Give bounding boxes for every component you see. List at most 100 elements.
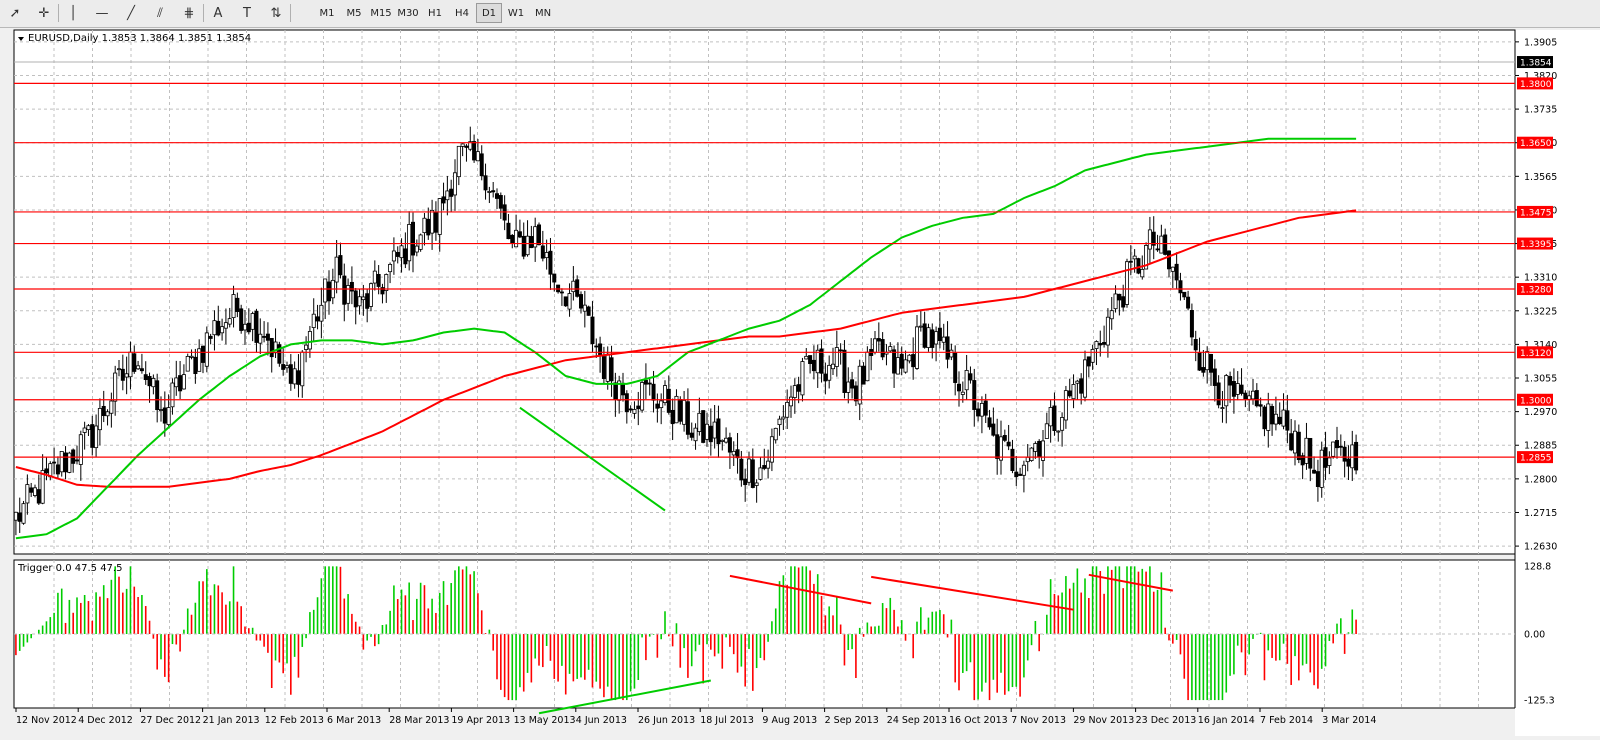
candle-body — [284, 365, 289, 369]
timeframe-m1-button[interactable]: M1 — [319, 7, 335, 19]
candle-body — [766, 460, 771, 469]
date-label: 28 Mar 2013 — [389, 715, 449, 726]
candle-body — [972, 380, 977, 410]
candle-body — [376, 273, 381, 287]
candle-body — [785, 401, 790, 418]
date-label: 21 Jan 2013 — [203, 715, 260, 726]
candle-body — [605, 353, 610, 382]
text-label-icon[interactable]: T — [243, 5, 251, 21]
candle-body — [391, 250, 396, 262]
candle-body — [682, 400, 687, 425]
candle-body — [521, 235, 526, 257]
candle-body — [468, 141, 473, 150]
candle-body — [601, 356, 606, 379]
candle-body — [147, 376, 152, 387]
level-price-label: 1.3000 — [1520, 396, 1552, 406]
candle-body — [55, 464, 60, 475]
arrows-icon[interactable]: ⇅ — [270, 5, 282, 21]
candle-body — [621, 382, 626, 396]
candle-body — [613, 382, 618, 400]
candle-body — [1098, 343, 1103, 346]
level-price-label: 1.3395 — [1520, 240, 1552, 250]
candle-body — [132, 353, 137, 372]
candle-body — [441, 196, 446, 204]
timeframe-h1-button[interactable]: H1 — [428, 7, 442, 19]
price-tick-label: 1.3140 — [1524, 340, 1557, 351]
candle-body — [1235, 383, 1240, 395]
candle-body — [1289, 433, 1294, 451]
candle-body — [731, 450, 736, 456]
candle-body — [739, 458, 744, 481]
trendline-icon[interactable]: ╱ — [127, 5, 135, 21]
candle-body — [151, 378, 156, 388]
timeframe-m30-button[interactable]: M30 — [397, 7, 419, 19]
channel-icon[interactable]: ⫽ — [157, 5, 163, 21]
candle-body — [128, 351, 133, 378]
candle-body — [582, 304, 587, 312]
slow-moving-average — [15, 209, 1357, 488]
candle-body — [915, 326, 920, 369]
cursor-icon[interactable]: ➚ — [9, 5, 21, 21]
candle-body — [449, 188, 454, 197]
horizontal-line-icon[interactable]: — — [95, 5, 109, 21]
candle-body — [208, 335, 213, 339]
candle-body — [510, 234, 515, 244]
level-price-label: 1.2855 — [1520, 454, 1552, 464]
level-price-tag — [1517, 283, 1553, 296]
candle-body — [907, 354, 912, 362]
candle-body — [918, 325, 923, 328]
candle-body — [452, 172, 457, 196]
candle-body — [296, 370, 301, 385]
chart-window[interactable]: 1.39051.38201.37351.36501.35651.34801.33… — [0, 28, 1600, 740]
candle-body — [827, 364, 832, 381]
price-tick-label: 1.3905 — [1524, 37, 1557, 48]
timeframe-d1-button[interactable]: D1 — [476, 3, 502, 23]
candle-body — [418, 234, 423, 250]
candle-body — [29, 487, 34, 493]
candle-body — [831, 363, 836, 370]
text-tool-icon[interactable]: A — [213, 5, 223, 21]
candle-body — [857, 365, 862, 405]
candle-body — [105, 411, 110, 417]
timeframe-m5-button[interactable]: M5 — [346, 7, 362, 19]
candle-body — [162, 407, 167, 424]
candle-body — [479, 153, 484, 177]
candle-body — [1155, 248, 1160, 251]
timeframe-mn-button[interactable]: MN — [534, 7, 552, 19]
vertical-line-icon[interactable]: │ — [69, 5, 77, 21]
candle-body — [1228, 376, 1233, 386]
fibonacci-icon[interactable]: ⋕ — [183, 5, 195, 21]
candle-body — [265, 333, 270, 341]
candle-body — [1338, 445, 1343, 448]
timeframe-m15-button[interactable]: M15 — [370, 7, 392, 19]
candle-body — [525, 235, 530, 256]
crosshair-icon[interactable]: ✛ — [38, 5, 50, 21]
candle-body — [326, 281, 331, 302]
date-label: 7 Nov 2013 — [1011, 715, 1066, 726]
candle-body — [930, 329, 935, 348]
candle-body — [498, 195, 503, 209]
candle-body — [571, 280, 576, 293]
price-tick-label: 1.3225 — [1524, 306, 1557, 317]
timeframe-h4-button[interactable]: H4 — [455, 7, 469, 19]
candle-body — [586, 306, 591, 316]
price-tick-label: 1.3735 — [1524, 105, 1557, 116]
date-label: 2 Sep 2013 — [825, 715, 879, 726]
date-label: 9 Aug 2013 — [762, 715, 817, 726]
candle-body — [357, 296, 362, 307]
candle-body — [720, 439, 725, 442]
candle-body — [590, 316, 595, 345]
level-price-label: 1.3120 — [1520, 349, 1552, 359]
candle-body — [75, 459, 80, 462]
timeframe-w1-button[interactable]: W1 — [507, 7, 525, 19]
candle-body — [628, 408, 633, 411]
indicator-label: Trigger 0.0 47.5 47.5 — [17, 563, 122, 574]
candle-body — [1094, 341, 1099, 349]
candle-body — [727, 437, 732, 453]
candle-body — [750, 459, 755, 488]
level-price-label: 1.3650 — [1520, 139, 1552, 149]
candle-body — [514, 229, 519, 248]
candle-body — [1247, 395, 1252, 400]
indicator-tick-label: 0.00 — [1524, 630, 1545, 641]
candle-body — [422, 217, 427, 234]
